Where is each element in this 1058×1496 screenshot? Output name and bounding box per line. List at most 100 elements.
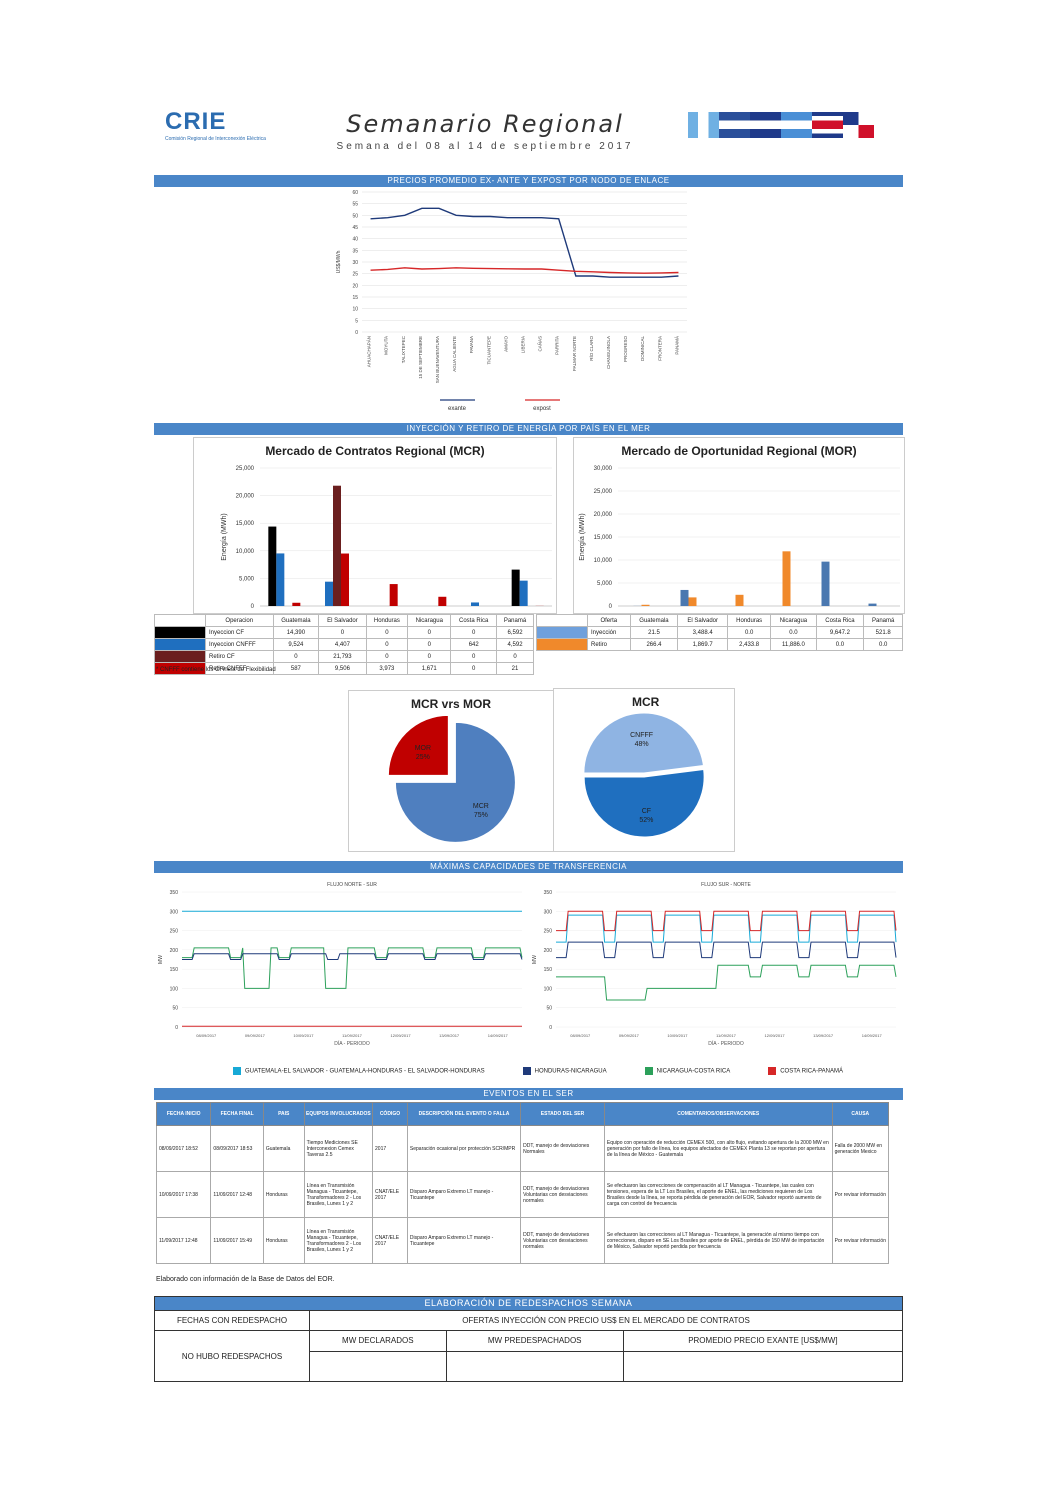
events-cell: Se efectuaron las correcciones de compen… (603, 1171, 833, 1218)
bar-guatemala (292, 602, 301, 606)
y-tick-label: 200 (170, 948, 179, 954)
bar-el-salvador (325, 581, 333, 606)
events-header: CÓDIGO (372, 1102, 408, 1126)
events-cell: Honduras (262, 1217, 305, 1264)
bar-guatemala (268, 526, 277, 606)
table-cell: 9,647.2 (815, 626, 865, 639)
events-row: 08/09/2017 18:52 08/09/2017 18:53 Guatemal… (155, 1125, 890, 1172)
color-swatch (154, 638, 206, 651)
y-tick-label: 20,000 (236, 494, 255, 500)
bar-nicaragua (438, 596, 447, 606)
x-tick-label: CAÑAS (537, 336, 543, 352)
y-tick-label: 30,000 (594, 466, 613, 472)
x-tick-label: TALIXTEPEC (401, 335, 406, 363)
events-cell: CNAT/ELE 2017 (372, 1171, 408, 1218)
honduras-flag-icon (719, 112, 750, 138)
table-cell: 4,407 (318, 638, 367, 651)
events-cell: Tiempo Mediciones SE Interconexion Cemex… (303, 1125, 374, 1172)
x-tick-label: 10/09/2017 (293, 1033, 314, 1038)
x-tick-label: FRONTERA (657, 336, 662, 361)
flow-series-line (556, 910, 897, 932)
mcr-bar-chart: 0 5,000 10,000 15,000 20,000 25,000 Energía (M… (221, 466, 552, 610)
row-label: Inyeccion CNFFF (205, 638, 274, 651)
x-tick-label: LIBERIA (521, 336, 526, 353)
events-cell: Falla de 2000 MW en generación Mexico (831, 1125, 890, 1172)
mw-declarados-header: MW DECLARADOS (309, 1330, 447, 1352)
mcr-vs-mor-title: MCR vrs MOR (410, 697, 491, 711)
table-row: Inyeccion CF 14,390 0 0 0 0 6,592 (154, 626, 534, 639)
bar-honduras (735, 594, 744, 606)
legend-item: GUATEMALA-EL SALVADOR - GUATEMALA-HONDUR… (233, 1067, 485, 1075)
events-table: FECHA INICIO FECHA FINAL PAIS EQUIPOS INVOL… (155, 1102, 890, 1264)
x-tick-label: 13/09/2017 (439, 1033, 460, 1038)
table-cell: 0 (450, 662, 498, 675)
events-header: ESTADO DEL SER (520, 1102, 605, 1126)
events-cell: Se efectuaron las correcciones al LT Man… (603, 1217, 833, 1264)
events-cell: Línea en Transmisión Managua - Ticuantep… (303, 1217, 374, 1264)
legend-label: COSTA RICA-PANAMÁ (780, 1068, 843, 1075)
table-row: Retiro CNFFF 587 9,506 3,973 1,671 0 21 (154, 662, 534, 675)
x-tick-label: 11/09/2017 (342, 1033, 362, 1038)
mcr-chart-title: Mercado de Contratos Regional (MCR) (265, 444, 485, 458)
y-tick-label: 10,000 (594, 558, 613, 564)
y-tick-label: 25,000 (594, 489, 613, 495)
events-row: 11/09/2017 12:48 11/09/2017 15:49 Honduras… (155, 1217, 890, 1264)
y-tick-label: 45 (352, 225, 358, 231)
table-cell: 3,488.4 (677, 626, 728, 639)
row-label: Retiro CF (205, 650, 274, 663)
events-header: PAIS (262, 1102, 305, 1126)
table-cell: 21.5 (629, 626, 679, 639)
legend-label-expost: expost (533, 406, 551, 412)
flow-north-south-chart: FLUJO NORTE - SUR 0 50 100 150 200 250 300 350 MW… (158, 882, 523, 1047)
mor-bar-chart: 0 5,000 10,000 15,000 20,000 25,000 30,000 Ener… (579, 466, 900, 610)
pie-percent: 25% (416, 754, 430, 761)
pie-slice-mcr (394, 721, 516, 843)
y-tick-label: 300 (544, 909, 553, 915)
country-flags (688, 112, 874, 138)
events-header: CAUSA (831, 1102, 890, 1126)
table-cell: 1,671 (407, 662, 452, 675)
y-axis-label: MW (158, 955, 164, 964)
y-tick-label: 200 (544, 948, 553, 954)
mw-predespachados-cell (445, 1350, 624, 1383)
y-tick-label: 10 (352, 307, 358, 313)
table-header: Costa Rica (815, 614, 865, 627)
color-swatch (536, 638, 588, 651)
table-cell: 14,390 (272, 626, 320, 639)
row-label: Inyección (587, 626, 631, 639)
guatemala-flag-icon (688, 112, 719, 138)
y-tick-label: 0 (609, 604, 613, 610)
x-tick-label: PAVANA (469, 336, 474, 353)
price-line-chart: 0 5 10 15 20 25 30 35 40 45 50 55 60 US$/MWh AHUACHAPÁ… (336, 190, 687, 412)
table-cell: 0.0 (815, 638, 865, 651)
table-header: Honduras (365, 614, 409, 627)
table-header: Honduras (726, 614, 772, 627)
y-tick-label: 100 (170, 986, 179, 992)
table-cell: 6,592 (496, 626, 534, 639)
mcr-vs-mor-pie: MOR 25% MCR 75% (387, 714, 516, 843)
mor-data-table: Oferta Guatemala El Salvador Honduras Nicara… (536, 614, 903, 651)
events-cell: 11/09/2017 12:48 (155, 1217, 212, 1264)
events-header: DESCRIPCIÓN DEL EVENTO O FALLA (406, 1102, 522, 1126)
pie-percent: 48% (635, 741, 649, 748)
events-cell: 11/09/2017 15:49 (210, 1217, 264, 1264)
table-cell: 266.4 (629, 638, 679, 651)
mcr-table-note: * CNFFF contiene los CFinest de Flexibil… (156, 667, 276, 673)
y-axis-label: Energía (MWh) (221, 513, 228, 560)
row-label: Retiro (587, 638, 631, 651)
table-cell: 2,433.8 (726, 638, 772, 651)
y-tick-label: 25,000 (236, 466, 255, 472)
table-header: Guatemala (272, 614, 320, 627)
logo-subtitle: Comisión Regional de Interconexión Eléct… (165, 136, 266, 142)
bar-el-salvador (680, 589, 689, 606)
events-cell: Equipo con operación de reducción CEMEX … (603, 1125, 833, 1172)
table-cell: 0.0 (770, 626, 817, 639)
x-tick-label: 15 DE SEPTIEMBRE (418, 336, 423, 379)
redespachos-table: FECHAS CON REDESPACHO OFERTAS INYECCIÓN … (154, 1309, 904, 1383)
bar-el-salvador (333, 485, 341, 606)
y-tick-label: 0 (175, 1025, 178, 1031)
pie-label: CNFFF (630, 732, 653, 739)
y-tick-label: 50 (546, 1006, 552, 1012)
logo-text: CRIE (165, 108, 227, 135)
mcr-vs-mor-pie-box: MCR vrs MOR MOR 25% MCR 75% (348, 690, 554, 852)
